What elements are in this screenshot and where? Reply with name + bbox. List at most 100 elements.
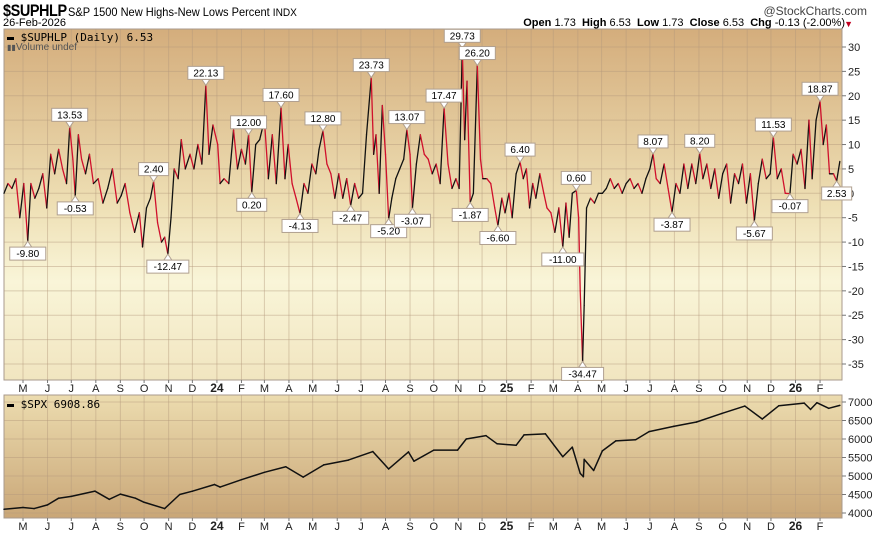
series-segment	[667, 187, 673, 213]
series-segment	[519, 161, 524, 180]
annotation-label: -5.67	[743, 229, 766, 240]
y-tick-label: 5500	[848, 453, 872, 465]
annotation-box	[541, 252, 585, 267]
annotation-label: 2.53	[827, 189, 847, 200]
series-segment	[111, 168, 118, 204]
series-segment	[621, 182, 627, 194]
high-label: High	[581, 17, 607, 29]
series-segment	[350, 182, 356, 207]
chart-date: 26-Feb-2026	[3, 17, 66, 29]
series-segment	[326, 163, 332, 175]
series-segment	[761, 404, 780, 420]
annotation: -4.13	[281, 212, 319, 233]
annotation-label: -0.07	[779, 202, 802, 213]
series-segment	[384, 153, 390, 220]
series-segment	[494, 207, 499, 227]
annotation-box	[146, 259, 190, 274]
series-segment	[523, 433, 547, 436]
annotation-box	[51, 107, 89, 122]
series-segment	[177, 139, 182, 180]
series-segment	[769, 136, 774, 175]
series-segment	[201, 84, 207, 165]
x-tick-label: M	[18, 383, 27, 395]
annotation: -34.47	[561, 360, 605, 381]
x-tick-label: J	[647, 383, 653, 395]
x-tick-label: A	[285, 383, 293, 395]
annotation-box	[230, 115, 268, 130]
volume-legend: ▮▮Volume undef	[7, 42, 77, 53]
annotation-box	[370, 224, 408, 239]
series-segment	[133, 212, 141, 233]
x-tick-label: J	[358, 521, 364, 533]
series-segment	[57, 495, 73, 499]
series-segment	[443, 107, 449, 165]
series-segment	[15, 178, 21, 219]
high-value: 6.53	[609, 17, 631, 29]
stockcharts-brand[interactable]: @StockCharts.com	[763, 4, 867, 18]
legend-line-icon	[7, 403, 14, 407]
x-tick-label: F	[817, 383, 824, 395]
series-segment	[796, 148, 802, 165]
series-segment	[84, 153, 91, 175]
series-segment	[504, 192, 510, 214]
series-segment	[419, 134, 425, 155]
series-segment	[749, 173, 755, 222]
x-tick-label: J	[334, 383, 340, 395]
series-segment	[789, 153, 794, 195]
annotation: 17.47	[425, 88, 463, 110]
annotation: 29.73	[443, 28, 481, 50]
annotation-box	[735, 226, 773, 241]
series-segment	[579, 290, 584, 363]
series-segment	[381, 104, 387, 155]
series-segment	[634, 430, 650, 441]
x-tick-label: N	[454, 521, 462, 533]
annotation-box	[425, 88, 463, 103]
x-tick-label: J	[647, 521, 653, 533]
series-segment	[7, 182, 13, 190]
y-tick-label: 4500	[848, 490, 872, 502]
series-segment	[641, 178, 647, 194]
series-segment	[744, 405, 764, 420]
annotation-label: -0.53	[64, 204, 87, 215]
series-segment	[486, 178, 492, 185]
annotation: 23.73	[352, 58, 390, 79]
chg-value: -0.13 (-2.00%)	[774, 17, 845, 29]
annotation-label: 29.73	[450, 31, 475, 42]
x-tick-label: S	[117, 521, 124, 533]
series-segment	[388, 197, 393, 220]
spx-legend: $SPX 6908.86	[7, 398, 100, 411]
y-tick-label: 6000	[848, 434, 872, 446]
series-segment	[315, 148, 320, 175]
y-tick-label: 4000	[848, 508, 872, 520]
series-segment	[571, 189, 577, 194]
series-segment	[94, 490, 111, 501]
series-segment	[19, 182, 25, 219]
series-segment	[411, 163, 418, 209]
annotation: 13.53	[51, 107, 89, 129]
series-segment	[323, 459, 350, 466]
annotation-label: -2.47	[339, 213, 362, 224]
annotation: 12.00	[230, 115, 268, 136]
annotation-label: -9.80	[16, 249, 39, 260]
series-segment	[613, 182, 619, 190]
annotation-label: 0.20	[242, 200, 262, 211]
series-segment	[167, 217, 172, 255]
series-segment	[532, 182, 537, 199]
series-segment	[361, 134, 368, 194]
x-tick-label: D	[478, 383, 486, 395]
series-segment	[74, 134, 80, 197]
series-segment	[263, 466, 287, 474]
annotation-label: 17.47	[432, 91, 457, 102]
series-segment	[753, 182, 759, 222]
series-segment	[581, 304, 585, 363]
series-segment	[299, 182, 305, 215]
y-tick-label: -15	[848, 261, 864, 273]
series-segment	[809, 401, 818, 411]
x-tick-label: N	[454, 383, 462, 395]
series-segment	[825, 124, 831, 175]
series-segment	[431, 163, 437, 175]
annotation-box	[281, 218, 319, 233]
y-tick-label: -25	[848, 310, 864, 322]
x-tick-label: O	[718, 383, 727, 395]
series-segment	[583, 458, 595, 472]
